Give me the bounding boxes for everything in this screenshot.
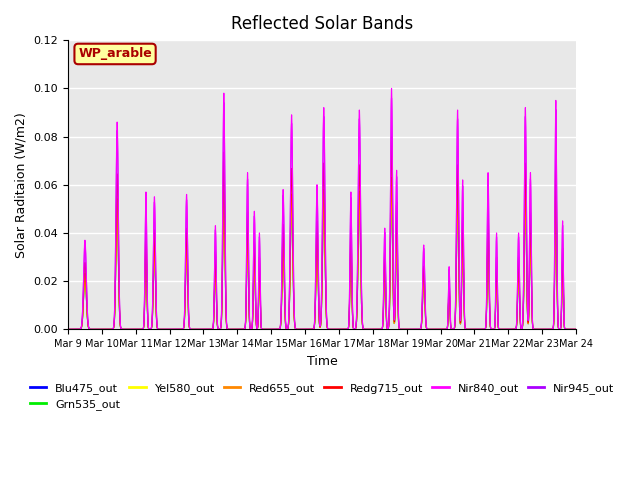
Text: WP_arable: WP_arable [78, 48, 152, 60]
Title: Reflected Solar Bands: Reflected Solar Bands [231, 15, 413, 33]
Legend: Blu475_out, Grn535_out, Yel580_out, Red655_out, Redg715_out, Nir840_out, Nir945_: Blu475_out, Grn535_out, Yel580_out, Red6… [25, 378, 619, 415]
X-axis label: Time: Time [307, 355, 337, 368]
Y-axis label: Solar Raditaion (W/m2): Solar Raditaion (W/m2) [15, 112, 28, 258]
